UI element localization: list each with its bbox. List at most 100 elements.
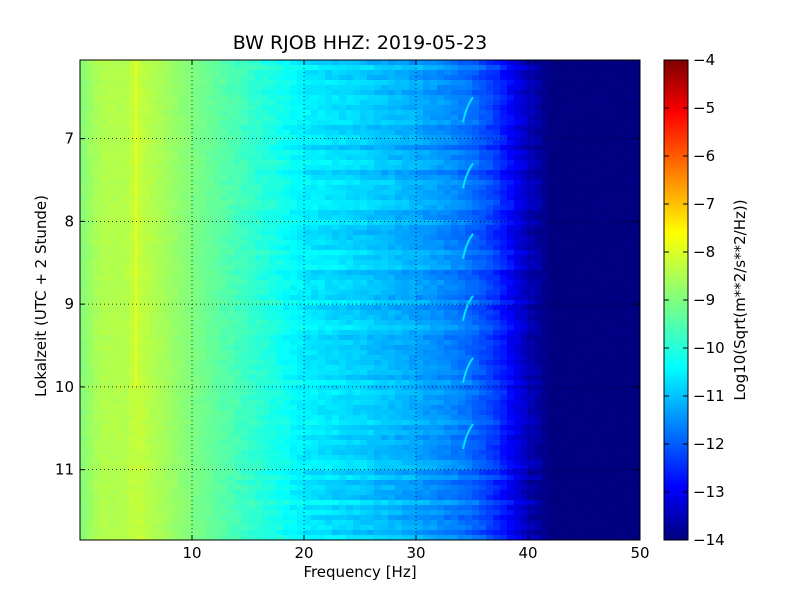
heatmap-cell: [353, 260, 361, 266]
heatmap-cell: [437, 250, 445, 256]
heatmap-cell: [437, 215, 445, 221]
heatmap-cell: [430, 205, 438, 211]
heatmap-cell: [381, 165, 389, 171]
heatmap-cell: [556, 310, 564, 316]
heatmap-cell: [101, 330, 109, 336]
heatmap-cell: [388, 365, 396, 371]
heatmap-cell: [444, 60, 452, 66]
heatmap-cell: [94, 65, 102, 71]
heatmap-cell: [381, 140, 389, 146]
heatmap-cell: [150, 285, 158, 291]
heatmap-cell: [633, 220, 640, 226]
heatmap-cell: [570, 205, 578, 211]
heatmap-cell: [199, 225, 207, 231]
heatmap-cell: [402, 310, 410, 316]
heatmap-cell: [563, 275, 571, 281]
heatmap-cell: [479, 180, 487, 186]
heatmap-cell: [157, 280, 165, 286]
heatmap-cell: [360, 150, 368, 156]
heatmap-cell: [458, 320, 466, 326]
heatmap-cell: [507, 65, 515, 71]
heatmap-cell: [395, 280, 403, 286]
heatmap-cell: [430, 110, 438, 116]
heatmap-cell: [157, 180, 165, 186]
heatmap-cell: [101, 265, 109, 271]
heatmap-cell: [465, 175, 473, 181]
heatmap-cell: [549, 285, 557, 291]
heatmap-cell: [605, 195, 613, 201]
heatmap-cell: [276, 85, 284, 91]
heatmap-cell: [262, 170, 270, 176]
heatmap-cell: [402, 295, 410, 301]
heatmap-cell: [192, 330, 200, 336]
heatmap-cell: [80, 135, 88, 141]
heatmap-cell: [80, 110, 88, 116]
heatmap-cell: [206, 345, 214, 351]
heatmap-cell: [395, 75, 403, 81]
heatmap-cell: [374, 165, 382, 171]
heatmap-cell: [143, 210, 151, 216]
heatmap-cell: [199, 295, 207, 301]
heatmap-cell: [409, 95, 417, 101]
heatmap-cell: [423, 175, 431, 181]
heatmap-cell: [416, 340, 424, 346]
heatmap-cell: [129, 320, 137, 326]
heatmap-cell: [367, 260, 375, 266]
heatmap-cell: [269, 345, 277, 351]
heatmap-cell: [521, 100, 529, 106]
heatmap-cell: [633, 170, 640, 176]
heatmap-cell: [430, 365, 438, 371]
heatmap-cell: [458, 170, 466, 176]
heatmap-cell: [465, 165, 473, 171]
heatmap-cell: [304, 310, 312, 316]
heatmap-cell: [591, 305, 599, 311]
heatmap-cell: [556, 260, 564, 266]
heatmap-cell: [185, 255, 193, 261]
heatmap-cell: [346, 95, 354, 101]
heatmap-cell: [283, 260, 291, 266]
heatmap-cell: [381, 280, 389, 286]
heatmap-cell: [500, 345, 508, 351]
heatmap-cell: [570, 135, 578, 141]
heatmap-cell: [402, 85, 410, 91]
heatmap-cell: [101, 205, 109, 211]
heatmap-cell: [199, 140, 207, 146]
heatmap-cell: [339, 195, 347, 201]
heatmap-cell: [157, 130, 165, 136]
heatmap-cell: [199, 170, 207, 176]
heatmap-cell: [619, 245, 627, 251]
heatmap-cell: [101, 60, 109, 66]
heatmap-cell: [220, 300, 228, 306]
heatmap-cell: [395, 175, 403, 181]
heatmap-cell: [311, 365, 319, 371]
heatmap-cell: [122, 355, 130, 361]
heatmap-cell: [465, 180, 473, 186]
heatmap-cell: [598, 115, 606, 121]
heatmap-cell: [374, 345, 382, 351]
heatmap-cell: [584, 325, 592, 331]
heatmap-cell: [360, 80, 368, 86]
heatmap-cell: [619, 285, 627, 291]
heatmap-cell: [213, 340, 221, 346]
heatmap-cell: [542, 305, 550, 311]
heatmap-cell: [318, 65, 326, 71]
heatmap-cell: [528, 215, 536, 221]
heatmap-cell: [115, 115, 123, 121]
heatmap-cell: [87, 270, 95, 276]
heatmap-cell: [493, 300, 501, 306]
heatmap-cell: [234, 180, 242, 186]
heatmap-cell: [157, 285, 165, 291]
heatmap-cell: [542, 215, 550, 221]
heatmap-cell: [220, 135, 228, 141]
heatmap-cell: [500, 190, 508, 196]
heatmap-cell: [374, 195, 382, 201]
heatmap-cell: [192, 100, 200, 106]
heatmap-cell: [143, 80, 151, 86]
heatmap-cell: [262, 285, 270, 291]
heatmap-cell: [626, 275, 634, 281]
heatmap-cell: [409, 120, 417, 126]
heatmap-cell: [626, 170, 634, 176]
heatmap-cell: [444, 70, 452, 76]
heatmap-cell: [87, 165, 95, 171]
heatmap-cell: [465, 215, 473, 221]
